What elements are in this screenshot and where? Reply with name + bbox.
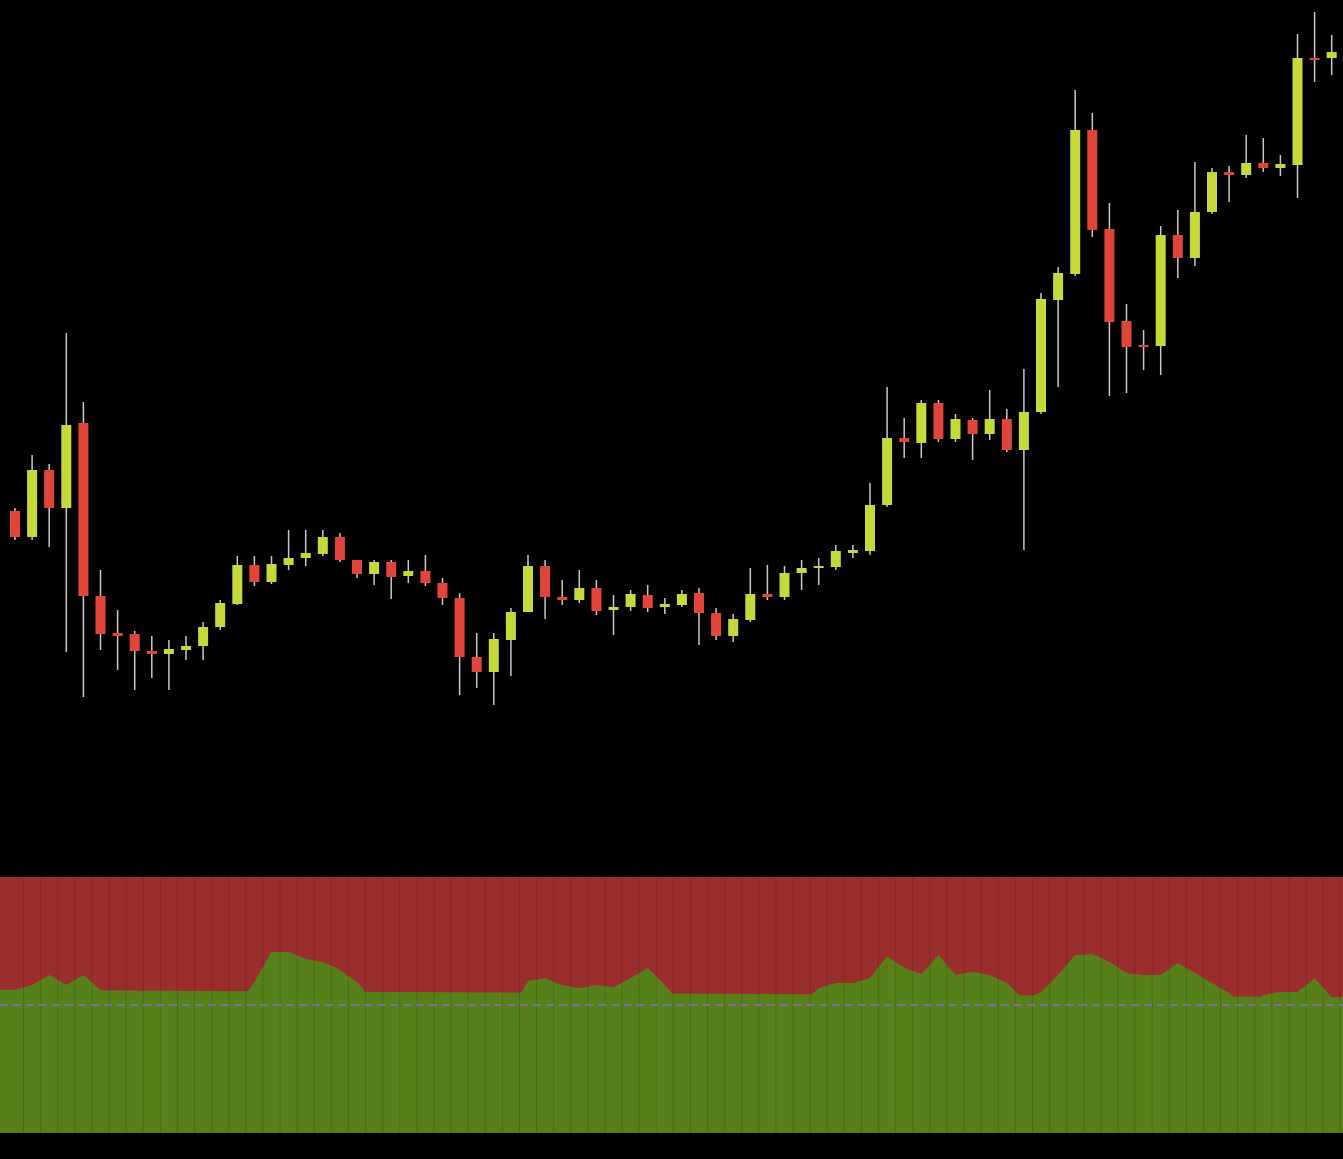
candle-body (1138, 345, 1149, 347)
candle-body (847, 550, 858, 553)
candle-body (882, 438, 893, 505)
candle-body (1309, 58, 1320, 60)
candle-body (437, 583, 448, 598)
candle-body (198, 627, 209, 646)
candle-body (1070, 130, 1081, 274)
candle-body (1104, 229, 1115, 322)
candle-body (984, 419, 995, 434)
candle-body (1087, 130, 1098, 230)
candle-body (369, 562, 380, 574)
candle-body (266, 564, 277, 582)
candle-body (642, 595, 653, 608)
candle-body (591, 588, 602, 611)
candle-body (352, 560, 362, 574)
candle-body (779, 573, 790, 597)
candle-body (796, 568, 807, 573)
candle-body (676, 594, 687, 605)
candle-body (163, 649, 174, 654)
candle-body (1018, 412, 1029, 450)
candle-body (471, 657, 482, 672)
candle-body (865, 505, 875, 551)
candle-body (625, 594, 636, 607)
candle-body (129, 634, 140, 651)
candle-body (95, 596, 106, 634)
candle-body (1275, 164, 1286, 168)
candle-body (488, 639, 499, 672)
candle-body (249, 565, 260, 582)
candle-body (1053, 273, 1064, 300)
candle-body (10, 511, 20, 537)
candle-body (146, 651, 157, 654)
candle-body (745, 594, 756, 620)
candle-body (232, 565, 243, 604)
candle-body (830, 551, 841, 567)
candle-body (44, 470, 55, 508)
candle-body (1326, 52, 1337, 58)
candle-body (112, 633, 123, 636)
candle-body (215, 603, 226, 627)
candle-body (1121, 321, 1132, 347)
candle-body (386, 562, 397, 577)
candle-body (711, 613, 722, 636)
candle-body (283, 558, 294, 565)
candle-body (27, 470, 38, 537)
candle-body (916, 403, 927, 443)
candle-body (608, 607, 619, 610)
candle-body (317, 537, 328, 554)
candle-body (1207, 172, 1217, 212)
candle-body (1189, 212, 1200, 258)
candle-body (505, 612, 516, 640)
candle-body (1155, 235, 1166, 346)
candle-body (1036, 299, 1046, 412)
candle-body (899, 438, 910, 442)
candle-body (574, 588, 585, 600)
candle-body (933, 403, 944, 439)
candle-body (659, 604, 670, 607)
candle-body (1172, 235, 1183, 258)
candle-body (762, 594, 773, 597)
candle-body (420, 571, 431, 583)
candle-body (540, 566, 551, 597)
candle-body (61, 425, 72, 508)
candle-body (1001, 419, 1012, 450)
candle-body (523, 566, 533, 612)
candle-body (1224, 172, 1235, 175)
candle-body (1258, 163, 1269, 168)
candle-body (813, 566, 824, 568)
candle-body (1241, 163, 1252, 175)
candle-body (967, 420, 978, 434)
candle-body (1292, 58, 1303, 165)
candle-body (454, 598, 465, 657)
candle-body (78, 423, 89, 596)
candle-body (181, 646, 191, 650)
indicator-area (15, 952, 1332, 1133)
candle-body (300, 553, 311, 558)
candle-body (694, 593, 704, 613)
candle-body (950, 419, 961, 439)
candle-body (334, 537, 345, 560)
candle-body (728, 619, 739, 636)
candle-body (403, 571, 414, 576)
candle-body (557, 597, 568, 600)
